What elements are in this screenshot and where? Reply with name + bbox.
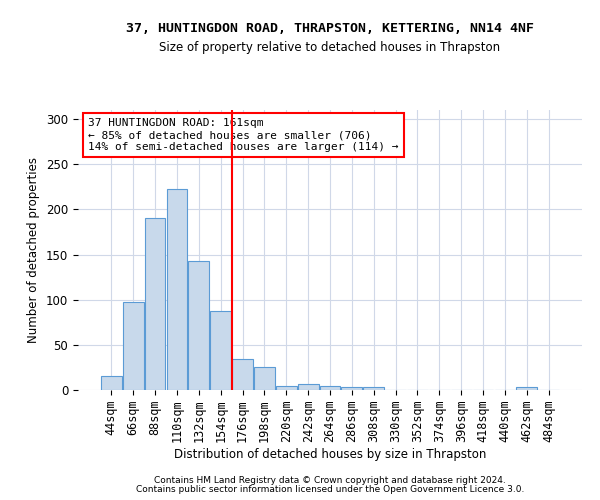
Bar: [167, 190, 187, 390]
Text: 37 HUNTINGDON ROAD: 161sqm
← 85% of detached houses are smaller (706)
14% of sem: 37 HUNTINGDON ROAD: 161sqm ← 85% of deta…: [88, 118, 398, 152]
Bar: [276, 386, 296, 390]
Bar: [254, 368, 275, 390]
Text: Contains HM Land Registry data © Crown copyright and database right 2024.: Contains HM Land Registry data © Crown c…: [154, 476, 506, 485]
Bar: [210, 310, 231, 390]
Bar: [517, 388, 537, 390]
Bar: [123, 302, 143, 390]
Text: Size of property relative to detached houses in Thrapston: Size of property relative to detached ho…: [160, 41, 500, 54]
Bar: [188, 261, 209, 390]
Bar: [364, 388, 384, 390]
Bar: [320, 386, 340, 390]
Text: 37, HUNTINGDON ROAD, THRAPSTON, KETTERING, NN14 4NF: 37, HUNTINGDON ROAD, THRAPSTON, KETTERIN…: [126, 22, 534, 36]
Bar: [298, 384, 319, 390]
Y-axis label: Number of detached properties: Number of detached properties: [28, 157, 40, 343]
X-axis label: Distribution of detached houses by size in Thrapston: Distribution of detached houses by size …: [174, 448, 486, 461]
Text: Contains public sector information licensed under the Open Government Licence 3.: Contains public sector information licen…: [136, 485, 524, 494]
Bar: [232, 360, 253, 390]
Bar: [101, 376, 122, 390]
Bar: [341, 388, 362, 390]
Bar: [145, 218, 166, 390]
